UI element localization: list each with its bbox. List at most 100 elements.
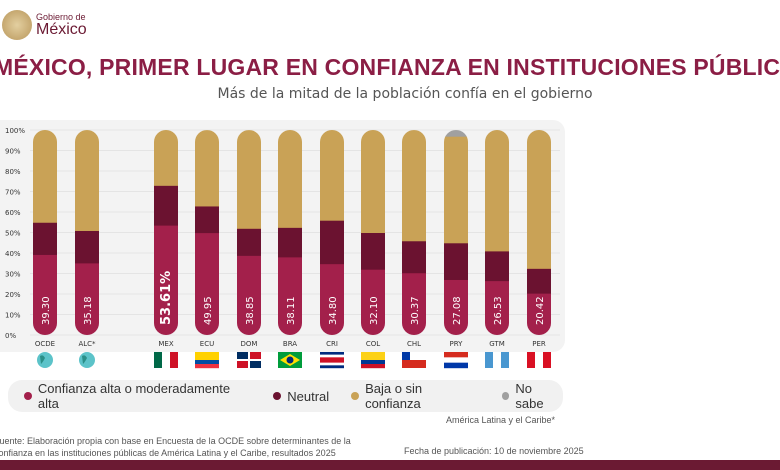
bar-segment [237,228,261,256]
x-tick-label: COL [366,340,380,348]
y-tick-label: 80% [5,168,21,176]
bar-segment [237,255,261,335]
y-tick-label: 90% [5,148,21,156]
bar-segment [485,280,509,335]
bar-segment [444,279,468,335]
legend-item-neutral: Neutral [273,389,329,404]
bar-segment [75,262,99,335]
costa-rica-flag-icon [320,352,344,369]
x-tick-label: MEX [158,340,173,348]
page-subtitle: Más de la mitad de la población confía e… [217,86,593,102]
data-label: 49.95 [203,296,214,325]
x-tick-label: CHL [407,340,421,348]
bar-segment [278,130,302,228]
bar-segment [320,263,344,335]
bar-segment [527,293,551,335]
stacked-bar-chart: 0% 10% 20% 30% 40% 50% 60% 70% 80% 90% 100% 39.30 OC… [5,127,560,369]
page-title: MÉXICO, PRIMER LUGAR EN CONFIANZA EN INS… [0,54,780,80]
y-tick-label: 100% [5,127,25,135]
bar-segment [237,130,261,229]
bar-segment [33,130,57,223]
legend-label: Neutral [287,388,330,404]
y-tick-label: 70% [5,189,21,197]
x-tick-label: ALC* [78,340,96,348]
bar-PER [527,130,551,335]
data-label: 27.08 [452,296,463,325]
bar-segment [33,222,57,255]
bar-OCDE [33,130,57,335]
data-label: 53.61% [159,271,174,325]
publication-date: Fecha de publicación: 10 de noviembre 20… [404,446,584,456]
data-label: 38.85 [245,296,256,325]
footer-bar [0,460,780,470]
data-label: 32.10 [369,296,380,325]
gobierno-logo: Gobierno de México [2,10,87,40]
bar-segment [402,130,426,242]
y-tick-label: 20% [5,291,21,299]
legend-item-baja: Baja o sin confianza [351,381,479,411]
bar-segment [402,272,426,335]
bar-segment [361,232,385,270]
bar-segment [527,130,551,269]
bar-COL [361,130,385,335]
globe-flag-icon [79,352,95,368]
x-tick-label: CRI [326,340,338,348]
source-line: confianza en las instituciones públicas … [0,448,336,458]
bar-segment [320,220,344,265]
bar-segment [485,130,509,252]
legend-item-no-sabe: No sabe [501,381,563,411]
bar-GTM [485,130,509,335]
chile-flag-icon [402,352,426,368]
y-tick-label: 40% [5,250,21,258]
data-label: 26.53 [493,296,504,325]
colombia-flag-icon [361,352,385,369]
bar-segment [527,268,551,294]
bar-segment [195,205,219,234]
bar-segment [361,130,385,233]
bar-DOM [237,130,261,335]
y-tick-label: 0% [5,332,16,340]
bar-segment [154,130,178,186]
legend-label: No sabe [515,381,544,411]
y-tick-label: 60% [5,209,21,217]
legend-label: Baja o sin confianza [365,381,423,411]
x-tick-label: DOM [241,340,258,348]
data-label: 39.30 [41,296,52,325]
peru-flag-icon [527,352,551,368]
data-label: 34.80 [328,296,339,325]
x-tick-label: BRA [283,340,297,348]
bar-ALC* [75,130,99,335]
bar-segment [278,256,302,335]
bar-segment [444,242,468,280]
x-tick-label: ECU [200,340,214,348]
bar-segment [402,240,426,274]
legend-label: Confianza alta o moderadamente alta [37,381,231,411]
bar-segment [195,232,219,335]
y-tick-label: 10% [5,312,21,320]
y-tick-label: 30% [5,271,21,279]
x-tick-label: GTM [489,340,505,348]
x-tick-label: PER [532,340,546,348]
source-note: Fuente: Elaboración propia con base en E… [0,435,374,459]
brazil-flag-icon [278,352,302,368]
data-label: 38.11 [286,296,297,325]
bar-segment [444,130,468,137]
data-label: 35.18 [83,296,94,325]
alc-note: América Latina y el Caribe* [446,415,556,425]
bar-segment [33,254,57,335]
national-seal-icon [2,10,32,40]
ecuador-flag-icon [195,352,219,369]
globe-flag-icon [37,352,53,368]
bar-segment [75,130,99,231]
bar-segment [75,230,99,264]
bar-segment [154,185,178,226]
legend: Confianza alta o moderadamente alta Neut… [8,380,563,412]
data-label: 20.42 [535,296,546,325]
logo-line2: México [36,20,87,38]
bar-PRY [444,130,468,335]
bar-segment [154,225,178,335]
bar-segment [361,269,385,335]
x-tick-label: PRY [450,340,464,348]
bar-CRI [320,130,344,335]
x-tick-label: OCDE [35,340,55,348]
